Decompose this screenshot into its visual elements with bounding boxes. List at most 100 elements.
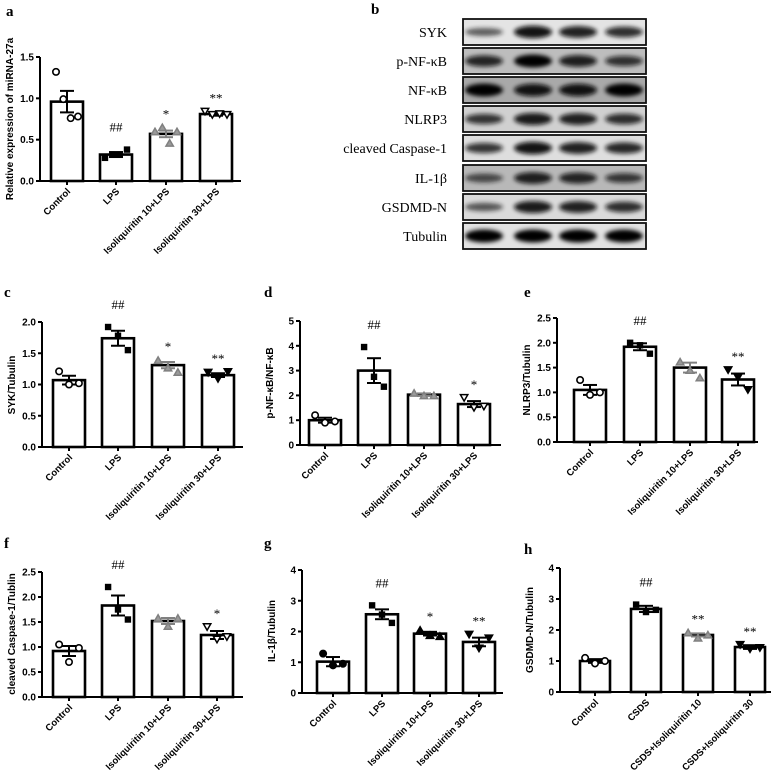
data-point-icon (311, 411, 320, 420)
blot-row: SYK (419, 18, 647, 46)
significance-marker: ** (692, 611, 705, 626)
bar (51, 378, 87, 449)
data-point-icon (163, 621, 173, 630)
significance-marker: ** (732, 349, 745, 364)
x-category-label: Control (43, 452, 75, 484)
blot-band (605, 113, 643, 125)
x-category-label: Control (564, 447, 596, 479)
y-tick-label: 1.5 (22, 618, 36, 629)
data-point-icon (702, 629, 713, 639)
blot-band (559, 229, 597, 243)
bar (148, 132, 184, 183)
y-tick-label: 3 (288, 366, 294, 377)
y-tick-label: 0 (288, 441, 294, 452)
data-point-icon (123, 146, 131, 153)
blot-protein-label: NLRP3 (404, 113, 447, 128)
data-point-icon (338, 659, 347, 668)
y-tick-label: 0.0 (537, 438, 551, 449)
y-tick-label: 0.5 (20, 135, 34, 146)
chart-panel-h: hGSDMD-N/Tubulin01234Control##CSDS**CSDS… (524, 542, 771, 773)
data-point-icon (153, 613, 164, 622)
blot-band (514, 54, 552, 68)
y-axis-label: NLRP3/Tubulin (522, 345, 533, 416)
y-tick-label: 1.5 (20, 53, 34, 64)
data-point-icon (124, 616, 132, 623)
bar (200, 373, 236, 449)
data-point-icon (51, 67, 60, 76)
significance-marker: * (214, 606, 221, 621)
data-point-icon (745, 645, 755, 654)
data-point-icon (600, 656, 609, 665)
blot-band (605, 229, 643, 243)
data-point-icon (425, 630, 435, 640)
data-point-icon (474, 644, 484, 654)
blot-protein-label: IL-1β (415, 172, 447, 187)
data-point-icon (101, 154, 109, 162)
data-point-icon (478, 402, 489, 412)
y-tick-label: 2.5 (537, 314, 551, 325)
chart-panel-f: f cleaved Caspase-1/Tublin 0.0 0.5 1.0 1.5 2.0… (4, 536, 243, 773)
data-point-icon (203, 368, 214, 378)
data-point-icon (157, 122, 168, 132)
bar (406, 393, 442, 447)
data-point-icon (683, 627, 694, 637)
data-point-icon (735, 640, 746, 650)
data-point-icon (459, 393, 470, 403)
blot-row: Tubulin (403, 222, 647, 250)
x-category-label: LPS (367, 698, 388, 719)
data-point-icon (483, 634, 494, 643)
y-tick-label: 1.5 (22, 349, 36, 360)
blot-protein-label: GSDMD-N (382, 201, 447, 216)
blot-band (559, 142, 597, 154)
chart-panel-g: gIL-1β/Tubulin01234Control##LPS*Isoliqui… (264, 536, 503, 769)
x-category-label: LPS (101, 186, 122, 207)
y-tick-label: 4 (288, 341, 294, 352)
blot-band (559, 201, 597, 213)
bar (198, 112, 234, 183)
data-point-icon (319, 649, 328, 658)
blot-band (514, 112, 552, 126)
data-point-icon (104, 323, 112, 331)
data-point-icon (428, 390, 439, 400)
y-axis-label: IL-1β/Tubulin (267, 600, 278, 662)
bar (629, 607, 663, 694)
data-point-icon (642, 608, 650, 616)
blot-band (514, 83, 552, 97)
data-point-icon (409, 388, 420, 397)
data-point-icon (360, 343, 368, 351)
y-axis-label: Relative expression of miRNA-27a (5, 37, 16, 200)
data-point-icon (585, 390, 594, 399)
blot-band (559, 26, 597, 38)
data-point-icon (74, 379, 83, 388)
data-point-icon (419, 390, 429, 400)
data-point-icon (207, 110, 218, 120)
data-point-icon (172, 126, 182, 136)
blot-band (605, 83, 643, 97)
blot-protein-label: cleaved Caspase-1 (343, 142, 447, 157)
panel-letter: d (264, 285, 273, 301)
significance-marker: ** (744, 624, 757, 639)
data-point-icon (172, 367, 183, 376)
blot-band (514, 25, 552, 39)
y-tick-label: 2.0 (537, 338, 551, 349)
significance-marker: * (165, 339, 172, 354)
blot-band (465, 55, 503, 67)
significance-marker: ** (212, 351, 225, 366)
y-tick-label: 1.0 (537, 388, 551, 399)
data-point-icon (626, 339, 634, 346)
data-point-icon (164, 138, 175, 147)
blot-band (514, 200, 552, 214)
blot-row: cleaved Caspase-1 (343, 134, 647, 162)
significance-marker: ## (112, 297, 126, 312)
significance-marker: ** (473, 614, 486, 629)
panel-letter: a (6, 4, 14, 20)
data-point-icon (153, 355, 164, 365)
x-category-label: LPS (359, 450, 380, 471)
blot-band (605, 201, 643, 213)
data-point-icon (581, 653, 590, 662)
data-point-icon (55, 640, 64, 649)
y-tick-label: 2 (288, 391, 294, 402)
data-point-icon (74, 112, 83, 121)
data-point-icon (464, 630, 475, 640)
blot-strip (462, 76, 647, 104)
